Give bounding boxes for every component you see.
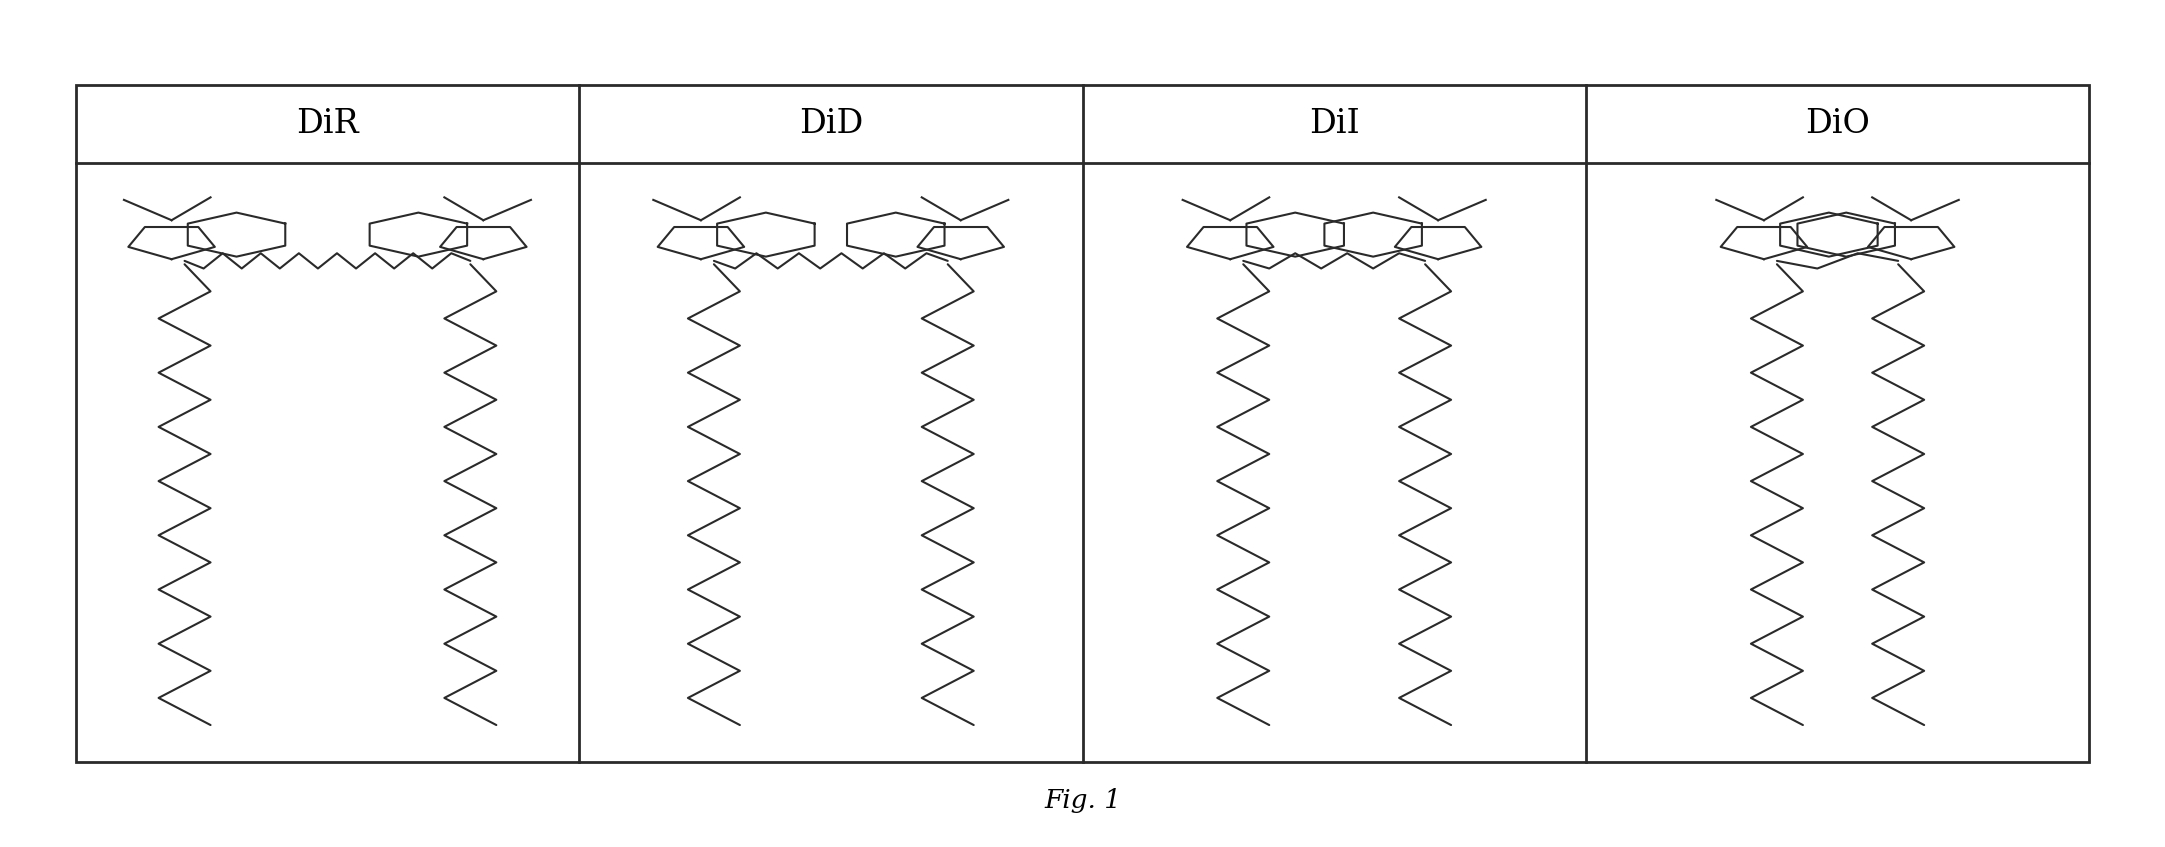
Text: Fig. 1: Fig. 1	[1044, 788, 1121, 813]
Text: DiD: DiD	[799, 108, 864, 140]
Text: DiR: DiR	[297, 108, 359, 140]
Bar	[76, 85, 2089, 762]
Text: DiO: DiO	[1806, 108, 1871, 140]
Text: DiI: DiI	[1310, 108, 1360, 140]
